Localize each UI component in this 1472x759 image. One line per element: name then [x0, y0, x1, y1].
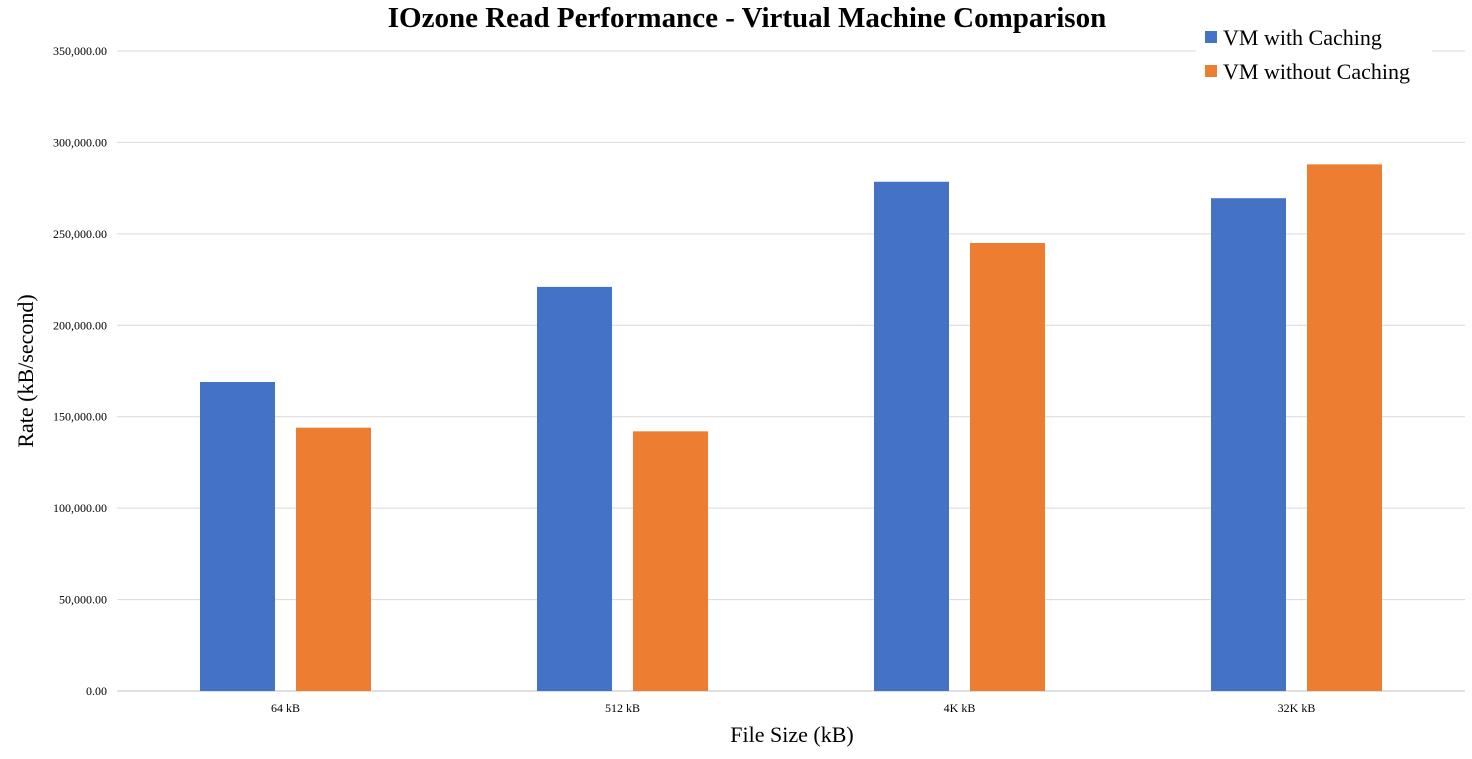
- y-tick-label: 200,000.00: [53, 318, 107, 332]
- legend-swatch-vm-with-caching: [1205, 31, 1217, 43]
- bars: [200, 164, 1382, 691]
- y-axis-label: Rate (kB/second): [13, 294, 38, 447]
- bar-without-caching-1: [633, 431, 708, 691]
- chart-title: IOzone Read Performance - Virtual Machin…: [388, 2, 1106, 34]
- y-tick-label: 150,000.00: [53, 410, 107, 424]
- x-axis-ticks: 64 kB 512 kB 4K kB 32K kB: [271, 701, 1315, 715]
- x-tick-label: 512 kB: [605, 701, 640, 715]
- y-tick-label: 300,000.00: [53, 135, 107, 149]
- y-tick-label: 100,000.00: [53, 501, 107, 515]
- y-tick-label: 0.00: [86, 684, 107, 698]
- legend: VM with Caching VM without Caching: [1196, 24, 1432, 92]
- y-tick-label: 50,000.00: [59, 593, 107, 607]
- legend-swatch-vm-without-caching: [1205, 65, 1217, 77]
- y-tick-label: 250,000.00: [53, 227, 107, 241]
- x-tick-label: 32K kB: [1278, 701, 1316, 715]
- bar-with-caching-2: [874, 181, 949, 691]
- bar-with-caching-1: [537, 286, 612, 691]
- legend-label-vm-with-caching: VM with Caching: [1223, 25, 1382, 50]
- bar-without-caching-3: [1307, 164, 1382, 691]
- bar-with-caching-3: [1211, 198, 1286, 691]
- legend-label-vm-without-caching: VM without Caching: [1223, 59, 1410, 84]
- legend-background: [1196, 24, 1432, 92]
- y-tick-label: 350,000.00: [53, 44, 107, 58]
- bar-without-caching-0: [296, 427, 371, 691]
- y-axis-ticks: 0.00 50,000.00 100,000.00 150,000.00 200,000…: [53, 44, 107, 698]
- x-tick-label: 64 kB: [271, 701, 300, 715]
- bar-without-caching-2: [970, 243, 1045, 691]
- x-axis-label: File Size (kB): [730, 722, 853, 747]
- x-tick-label: 4K kB: [944, 701, 976, 715]
- bar-with-caching-0: [200, 381, 275, 691]
